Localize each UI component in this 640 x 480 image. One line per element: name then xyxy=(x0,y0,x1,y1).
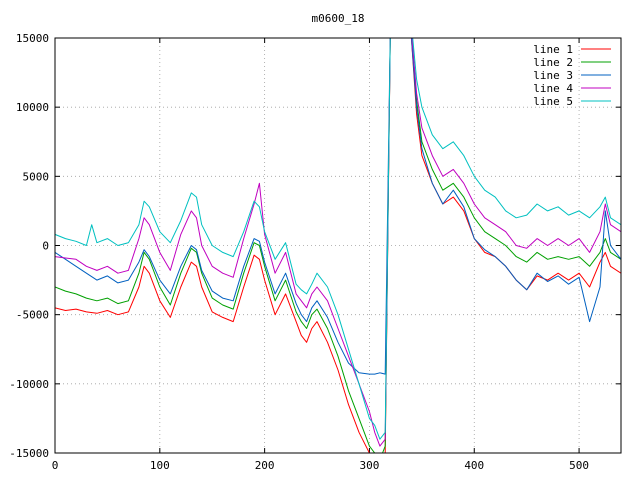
y-tick-label: -10000 xyxy=(9,378,49,391)
x-axis-tick-labels: 0 100 200 300 400 500 xyxy=(52,459,589,472)
legend-label: line 1 xyxy=(533,43,573,56)
x-tick-label: 100 xyxy=(150,459,170,472)
x-tick-label: 200 xyxy=(255,459,275,472)
chart-title: m0600_18 xyxy=(312,12,365,25)
y-tick-label: 5000 xyxy=(23,170,50,183)
y-tick-label: 0 xyxy=(42,240,49,253)
y-axis-tick-labels: -15000 -10000 -5000 0 5000 10000 15000 xyxy=(9,32,49,460)
series-lines xyxy=(55,38,621,453)
y-tick-label: -5000 xyxy=(16,309,49,322)
y-tick-label: -15000 xyxy=(9,447,49,460)
series-line-3 xyxy=(55,38,621,375)
series-line-5 xyxy=(55,38,621,440)
y-tick-label: 15000 xyxy=(16,32,49,45)
series-line-4 xyxy=(55,38,621,447)
x-tick-label: 300 xyxy=(360,459,380,472)
x-tick-label: 500 xyxy=(569,459,589,472)
legend-label: line 4 xyxy=(533,82,573,95)
series-line-2 xyxy=(55,38,621,453)
x-tick-label: 400 xyxy=(464,459,484,472)
legend-label: line 3 xyxy=(533,69,573,82)
legend-label: line 5 xyxy=(533,95,573,108)
x-tick-label: 0 xyxy=(52,459,59,472)
legend-label: line 2 xyxy=(533,56,573,69)
y-tick-label: 10000 xyxy=(16,101,49,114)
plot-frame xyxy=(54,37,622,454)
